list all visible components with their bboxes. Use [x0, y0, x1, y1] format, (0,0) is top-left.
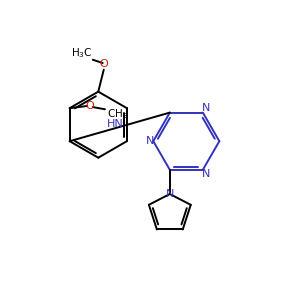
Text: HN: HN — [107, 118, 124, 129]
Text: CH$_3$: CH$_3$ — [107, 107, 129, 121]
Text: N: N — [146, 136, 154, 146]
Text: O: O — [99, 58, 108, 68]
Text: O: O — [85, 101, 94, 111]
Text: N: N — [202, 103, 210, 113]
Text: H$_3$C: H$_3$C — [71, 46, 92, 60]
Text: N: N — [202, 169, 210, 179]
Text: N: N — [166, 189, 174, 199]
